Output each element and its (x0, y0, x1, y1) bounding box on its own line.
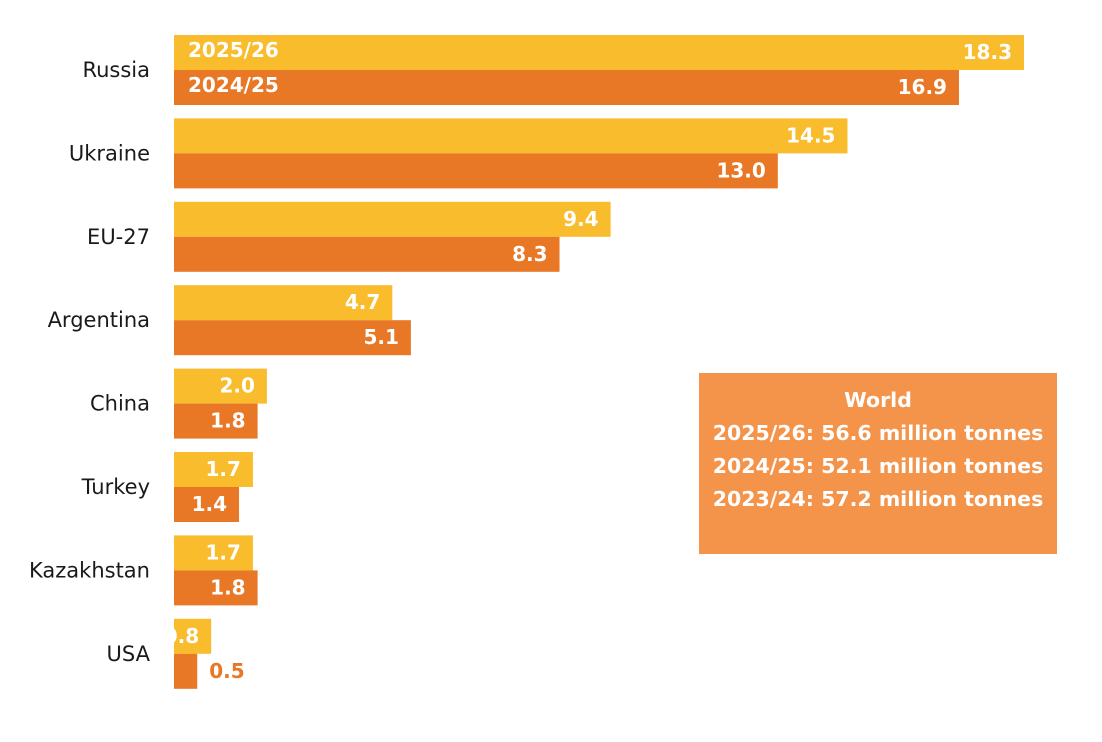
value-label-russia-2024-25: 16.9 (898, 75, 947, 99)
value-label-eu-27-2025-26: 9.4 (563, 207, 598, 231)
world-summary-box: World 2025/26: 56.6 million tonnes 2024/… (699, 373, 1057, 554)
value-label-usa-2025-26: 0.8 (164, 624, 199, 648)
value-label-turkey-2025-26: 1.7 (206, 457, 241, 481)
bar-kazakhstan-2024-25 (174, 570, 258, 606)
value-label-usa-2024-25: 0.5 (209, 659, 244, 683)
bar-russia-2025-26 (174, 35, 1024, 70)
category-label-eu-27: EU-27 (87, 225, 150, 249)
value-label-ukraine-2025-26: 14.5 (786, 123, 835, 147)
value-label-ukraine-2024-25: 13.0 (716, 158, 765, 182)
bar-eu-27-2025-26 (174, 201, 611, 237)
legend-label-2025-26: 2025/26 (188, 38, 279, 62)
bar-kazakhstan-2025-26 (174, 535, 253, 571)
category-label-turkey: Turkey (81, 475, 150, 499)
value-label-china-2025-26: 2.0 (219, 374, 254, 398)
value-label-kazakhstan-2024-25: 1.8 (210, 575, 245, 599)
value-label-argentina-2025-26: 4.7 (345, 290, 380, 314)
value-label-kazakhstan-2025-26: 1.7 (206, 540, 241, 564)
bar-usa-2024-25 (174, 653, 198, 689)
value-label-argentina-2024-25: 5.1 (363, 325, 398, 349)
category-label-kazakhstan: Kazakhstan (29, 558, 150, 582)
bar-china-2025-26 (174, 368, 267, 404)
value-label-china-2024-25: 1.8 (210, 409, 245, 433)
category-label-china: China (90, 392, 150, 416)
value-label-turkey-2024-25: 1.4 (192, 492, 227, 516)
value-label-russia-2025-26: 18.3 (963, 40, 1012, 64)
bar-argentina-2024-25 (174, 320, 411, 356)
bar-turkey-2024-25 (174, 487, 240, 522)
bar-turkey-2025-26 (174, 452, 253, 487)
bar-argentina-2025-26 (174, 285, 393, 321)
category-label-russia: Russia (82, 58, 150, 82)
bar-eu-27-2024-25 (174, 236, 560, 272)
bar-ukraine-2024-25 (174, 153, 778, 189)
category-label-usa: USA (107, 642, 151, 666)
bar-russia-2024-25 (174, 70, 959, 105)
world-line-2023-24: 2023/24: 57.2 million tonnes (712, 487, 1044, 511)
bar-china-2024-25 (174, 403, 258, 439)
world-title: World (844, 388, 912, 412)
world-line-2024-25: 2024/25: 52.1 million tonnes (712, 454, 1044, 478)
category-label-argentina: Argentina (48, 308, 150, 332)
category-label-ukraine: Ukraine (69, 141, 150, 165)
world-line-2025-26: 2025/26: 56.6 million tonnes (712, 421, 1044, 445)
legend-label-2024-25: 2024/25 (188, 73, 279, 97)
bar-ukraine-2025-26 (174, 118, 848, 154)
value-label-eu-27-2024-25: 8.3 (512, 242, 547, 266)
bar-usa-2025-26 (174, 618, 212, 654)
